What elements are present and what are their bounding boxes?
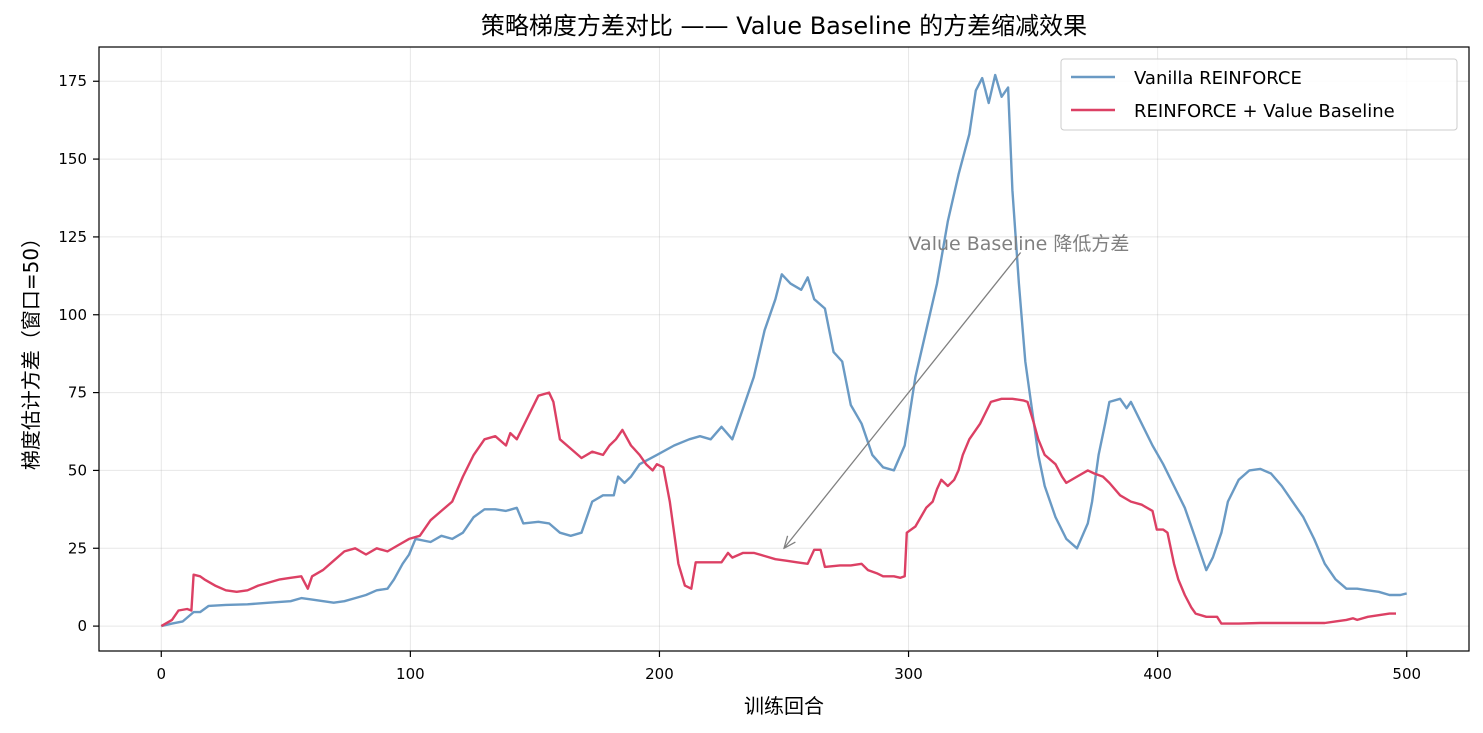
annotation: Value Baseline 降低方差 xyxy=(784,233,1129,548)
y-tick-label: 75 xyxy=(68,384,87,402)
annotation-arrow xyxy=(784,252,1022,548)
y-axis: 0 25 50 75 100 125 150 175 xyxy=(58,72,99,635)
x-tick-label: 0 xyxy=(156,665,166,683)
y-axis-title: 梯度估计方差（窗口=50） xyxy=(19,228,43,470)
series-layer xyxy=(160,73,1407,628)
x-axis-title: 训练回合 xyxy=(744,694,824,718)
plot-frame xyxy=(98,46,1470,652)
y-tick-label: 125 xyxy=(58,228,87,246)
y-tick-label: 25 xyxy=(68,539,87,557)
x-tick-label: 400 xyxy=(1143,665,1172,683)
x-tick-label: 200 xyxy=(645,665,674,683)
x-tick-label: 100 xyxy=(396,665,425,683)
annotation-text: Value Baseline 降低方差 xyxy=(909,233,1130,255)
y-tick-label: 100 xyxy=(58,306,87,324)
legend-box xyxy=(1060,58,1458,131)
chart-title: 策略梯度方差对比 —— Value Baseline 的方差缩减效果 xyxy=(481,12,1087,40)
x-axis: 0 100 200 300 400 500 xyxy=(156,651,1421,683)
x-tick-label: 500 xyxy=(1392,665,1421,683)
series-line-baseline xyxy=(160,391,1396,628)
y-tick-label: 150 xyxy=(58,150,87,168)
legend-label-baseline: REINFORCE + Value Baseline xyxy=(1134,101,1395,122)
y-tick-label: 0 xyxy=(77,617,87,635)
y-tick-label: 50 xyxy=(68,461,87,479)
legend: Vanilla REINFORCE REINFORCE + Value Base… xyxy=(1060,58,1458,131)
y-tick-label: 175 xyxy=(58,72,87,90)
series-line-vanilla xyxy=(161,73,1407,628)
x-tick-label: 300 xyxy=(894,665,923,683)
legend-label-vanilla: Vanilla REINFORCE xyxy=(1134,68,1302,89)
